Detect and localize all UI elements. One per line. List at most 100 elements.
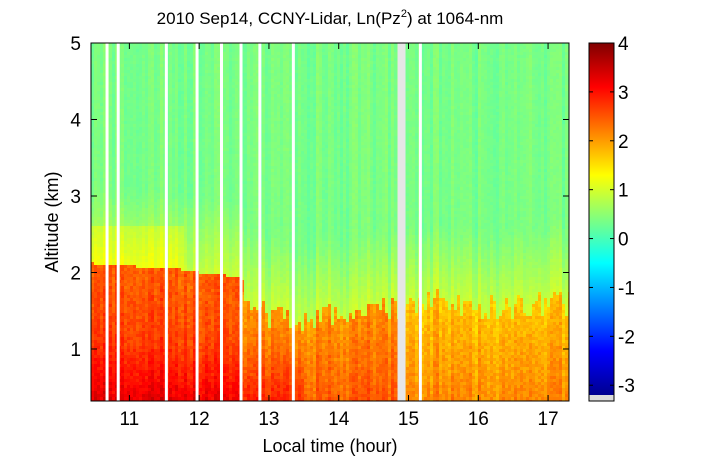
heatmap-cell (145, 370, 149, 374)
heatmap-cell (151, 325, 155, 329)
heatmap-cell (127, 139, 131, 143)
heatmap-cell (154, 295, 158, 299)
heatmap-cell (133, 361, 137, 365)
heatmap-cell (127, 319, 131, 323)
heatmap-cell (172, 367, 176, 371)
heatmap-cell (124, 361, 128, 365)
heatmap-cell (133, 364, 137, 368)
heatmap-cell (205, 262, 209, 266)
heatmap-cell (193, 358, 197, 362)
heatmap-cell (121, 169, 125, 173)
heatmap-cell (172, 355, 176, 359)
heatmap-cell (121, 121, 125, 125)
heatmap-cell (184, 88, 188, 92)
heatmap-cell (124, 220, 128, 224)
heatmap-cell (190, 181, 194, 185)
heatmap-cell (112, 70, 116, 74)
heatmap-cell (208, 355, 212, 359)
heatmap-cell (157, 187, 161, 191)
heatmap-cell (175, 262, 179, 266)
heatmap-cell (100, 157, 104, 161)
heatmap-cell (109, 106, 113, 110)
heatmap-cell (187, 334, 191, 338)
heatmap-cell (136, 319, 140, 323)
heatmap-cell (91, 220, 95, 224)
heatmap-cell (157, 370, 161, 374)
heatmap-cell (172, 310, 176, 314)
heatmap-cell (214, 118, 218, 122)
heatmap-cell (181, 316, 185, 320)
heatmap-cell (169, 247, 173, 251)
heatmap-cell (124, 55, 128, 59)
heatmap-cell (139, 247, 143, 251)
heatmap-cell (187, 217, 191, 221)
heatmap-cell (178, 175, 182, 179)
heatmap-cell (130, 103, 134, 107)
heatmap-cell (115, 205, 119, 209)
heatmap-cell (151, 64, 155, 68)
heatmap-cell (157, 133, 161, 137)
heatmap-cell (208, 376, 212, 380)
heatmap-cell (91, 67, 95, 71)
heatmap-cell (178, 151, 182, 155)
heatmap-cell (205, 331, 209, 335)
heatmap-cell (157, 286, 161, 290)
heatmap-cell (97, 295, 101, 299)
heatmap-cell (103, 157, 107, 161)
heatmap-cell (127, 346, 131, 350)
heatmap-cell (205, 307, 209, 311)
heatmap-cell (172, 106, 176, 110)
heatmap-cell (181, 286, 185, 290)
heatmap-cell (214, 58, 218, 62)
heatmap-cell (100, 286, 104, 290)
heatmap-cell (169, 61, 173, 65)
heatmap-cell (163, 55, 167, 59)
heatmap-cell (127, 49, 131, 53)
heatmap-cell (145, 61, 149, 65)
heatmap-cell (115, 88, 119, 92)
heatmap-cell (160, 55, 164, 59)
heatmap-cell (94, 208, 98, 212)
heatmap-cell (151, 76, 155, 80)
heatmap-cell (121, 334, 125, 338)
heatmap-cell (160, 67, 164, 71)
heatmap-cell (130, 208, 134, 212)
heatmap-cell (142, 88, 146, 92)
heatmap-cell (160, 337, 164, 341)
heatmap-cell (112, 310, 116, 314)
heatmap-cell (172, 199, 176, 203)
heatmap-cell (100, 370, 104, 374)
heatmap-cell (91, 358, 95, 362)
heatmap-cell (115, 388, 119, 392)
heatmap-cell (172, 373, 176, 377)
heatmap-cell (208, 364, 212, 368)
heatmap-cell (142, 52, 146, 56)
heatmap-cell (181, 310, 185, 314)
heatmap-cell (163, 361, 167, 365)
heatmap-cell (211, 262, 215, 266)
heatmap-cell (202, 343, 206, 347)
heatmap-cell (91, 229, 95, 233)
heatmap-cell (178, 397, 182, 401)
heatmap-cell (130, 289, 134, 293)
heatmap-cell (121, 232, 125, 236)
heatmap-cell (124, 310, 128, 314)
heatmap-cell (154, 49, 158, 53)
heatmap-cell (133, 70, 137, 74)
heatmap-cell (97, 358, 101, 362)
heatmap-cell (115, 331, 119, 335)
heatmap-cell (154, 286, 158, 290)
heatmap-cell (169, 262, 173, 266)
heatmap-cell (211, 136, 215, 140)
heatmap-cell (214, 244, 218, 248)
heatmap-cell (211, 334, 215, 338)
heatmap-cell (169, 334, 173, 338)
heatmap-cell (145, 277, 149, 281)
heatmap-cell (175, 361, 179, 365)
heatmap-cell (109, 334, 113, 338)
heatmap-cell (205, 193, 209, 197)
heatmap-cell (160, 88, 164, 92)
heatmap-cell (178, 211, 182, 215)
heatmap-cell (193, 247, 197, 251)
heatmap-cell (211, 217, 215, 221)
